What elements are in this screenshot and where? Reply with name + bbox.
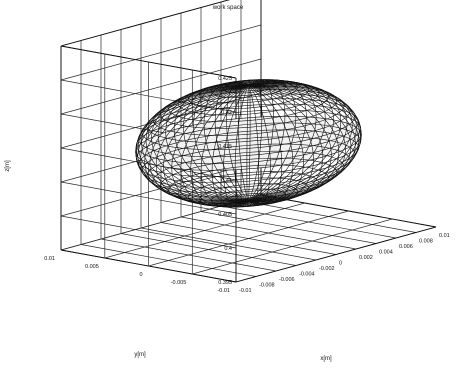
surface-parallel	[235, 82, 262, 90]
y-tick-label: 0.01	[44, 256, 55, 262]
side-wall-grid-line	[60, 79, 237, 113]
axes-box-edge	[60, 0, 230, 47]
y-tick-label: 0.005	[85, 264, 99, 270]
axes-box-edge	[235, 226, 437, 283]
surface-parallel	[152, 150, 345, 198]
x-axis-label: x[m]	[320, 356, 332, 362]
surface-parallel	[168, 164, 329, 204]
surface-parallel	[188, 79, 309, 109]
y-tick-label: -0.01	[217, 288, 230, 294]
surface-parallel	[141, 136, 356, 189]
surface-parallel	[223, 193, 274, 207]
surface-parallel	[135, 122, 362, 177]
x-tick-label: 0	[339, 261, 342, 267]
surface-parallel	[146, 93, 351, 143]
x-tick-label: -0.004	[299, 272, 315, 278]
surface-parallel	[152, 89, 345, 136]
x-tick-label: 0.004	[379, 250, 393, 256]
z-tick-label: 0.405	[218, 212, 232, 218]
grid-lines	[60, 0, 437, 283]
x-tick-label: -0.002	[319, 266, 335, 272]
z-tick-label: 0.425	[218, 76, 232, 82]
z-tick-label: 0.4	[224, 246, 232, 252]
tick-labels: 0.395 0.4 0.405 0.41 0.415 0.42 0.425 -0.01 -0.0…	[44, 76, 449, 294]
z-tick-label: 0.41	[221, 178, 232, 184]
surface-parallel	[199, 79, 298, 104]
surface-parallel	[223, 80, 274, 94]
floor-grid-line	[104, 202, 305, 259]
back-wall-grid-line	[60, 24, 262, 81]
x-tick-label: 0.01	[439, 233, 450, 239]
x-tick-label: -0.008	[259, 283, 275, 289]
chart-title: work space	[212, 5, 244, 11]
axes-box-edge	[60, 45, 237, 79]
z-tick-label: 0.415	[218, 144, 232, 150]
z-axis-label: z[m]	[5, 160, 11, 172]
ellipsoid-surface	[135, 79, 362, 208]
z-tick-label: 0.395	[218, 280, 232, 286]
z-tick-label: 0.42	[221, 110, 232, 116]
x-tick-label: -0.006	[279, 277, 295, 283]
side-wall-grid-line	[60, 181, 237, 215]
back-wall-grid-line	[60, 58, 262, 115]
surface-parallel	[135, 109, 362, 165]
x-tick-label: -0.01	[239, 288, 252, 294]
surface-parallel	[168, 82, 329, 122]
y-axis-label: y[m]	[134, 352, 146, 358]
surface-parallel	[159, 157, 338, 201]
y-tick-label: 0	[139, 272, 142, 278]
x-tick-label: 0.008	[419, 239, 433, 245]
axes-box-edge	[260, 194, 437, 228]
x-tick-label: 0.006	[399, 244, 413, 250]
side-wall-grid-line	[60, 215, 237, 249]
surface-parallel	[177, 171, 320, 206]
surface-parallel	[135, 115, 362, 171]
surface-parallel	[210, 188, 287, 208]
x-tick-label: 0.002	[359, 255, 373, 261]
floor-grid-line	[148, 210, 349, 267]
axes-box-edge	[60, 249, 237, 283]
surface-parallel	[146, 143, 351, 193]
surface-parallel	[138, 103, 359, 158]
surface-parallel	[159, 85, 338, 129]
y-tick-label: -0.005	[171, 280, 187, 286]
surface-parallel	[199, 183, 298, 208]
floor-grid-line	[192, 218, 393, 275]
surface-parallel	[188, 177, 309, 207]
surface-parallel	[235, 197, 262, 205]
